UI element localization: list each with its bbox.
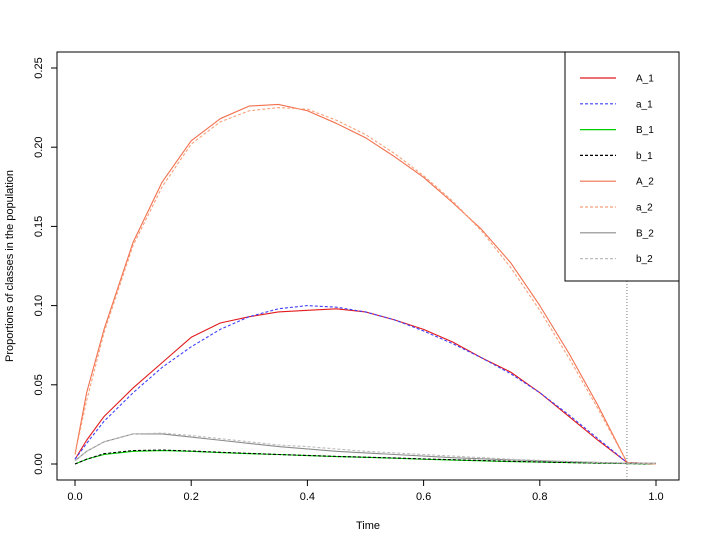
legend-label: b_2 bbox=[636, 254, 653, 265]
legend-label: A_2 bbox=[636, 177, 654, 188]
x-tick-label: 0.0 bbox=[67, 491, 82, 503]
series-line-b-1 bbox=[74, 449, 657, 465]
x-axis: 0.0 0.2 0.4 0.6 0.8 1.0 bbox=[67, 480, 664, 503]
series-line-a-2 bbox=[74, 103, 657, 465]
legend-label: B_2 bbox=[636, 228, 654, 239]
series-line-a-2 bbox=[74, 107, 657, 465]
series-line-b-2 bbox=[74, 433, 656, 464]
legend-box bbox=[564, 51, 680, 282]
y-axis: 0.00 0.05 0.10 0.15 0.20 0.25 bbox=[33, 57, 57, 475]
y-tick-label: 0.10 bbox=[33, 295, 45, 316]
legend-label: a_1 bbox=[636, 99, 653, 110]
series-line-a-1 bbox=[74, 305, 657, 465]
x-axis-title: Time bbox=[356, 520, 380, 532]
legend-label: A_1 bbox=[636, 74, 654, 85]
y-tick-label: 0.25 bbox=[33, 57, 45, 78]
y-tick-label: 0.05 bbox=[33, 374, 45, 395]
legend-label: B_1 bbox=[636, 125, 654, 136]
series-layer bbox=[74, 103, 657, 465]
y-axis-title: Proportions of classes in the population bbox=[4, 170, 16, 362]
y-tick-label: 0.00 bbox=[33, 453, 45, 474]
legend: A_1 a_1 B_1 b_1 A_2 a_2 B_2 b_2 bbox=[564, 51, 680, 282]
series-line-a-1 bbox=[74, 308, 657, 465]
x-tick-label: 0.6 bbox=[416, 491, 431, 503]
x-tick-label: 1.0 bbox=[648, 491, 663, 503]
x-tick-label: 0.2 bbox=[184, 491, 199, 503]
x-tick-label: 0.8 bbox=[532, 491, 547, 503]
legend-label: b_1 bbox=[636, 151, 653, 162]
legend-label: a_2 bbox=[636, 203, 653, 214]
x-tick-label: 0.4 bbox=[300, 491, 315, 503]
y-tick-label: 0.15 bbox=[33, 216, 45, 237]
series-line-b-2 bbox=[74, 432, 656, 464]
y-tick-label: 0.20 bbox=[33, 136, 45, 157]
